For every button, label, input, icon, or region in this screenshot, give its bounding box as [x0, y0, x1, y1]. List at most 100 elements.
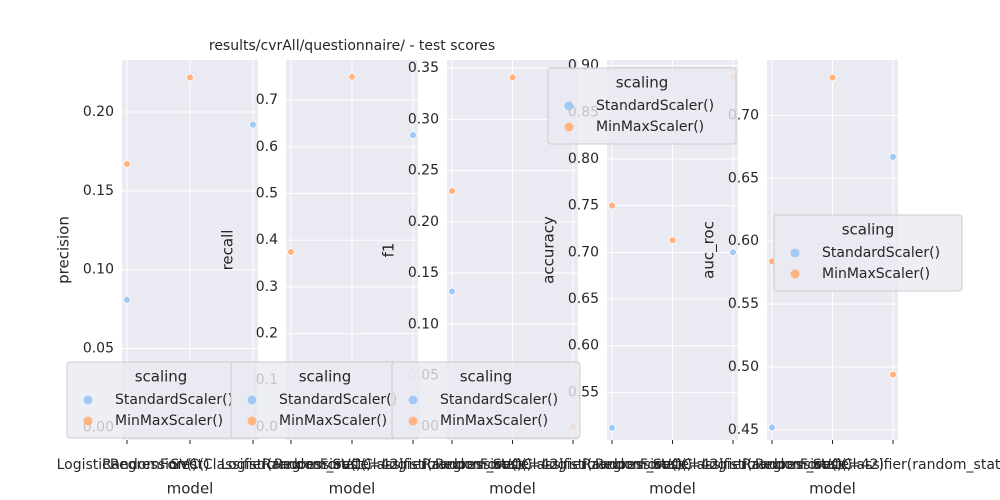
legend-box [391, 361, 581, 439]
x-axis-label: model [489, 480, 536, 498]
y-axis-label: precision [55, 216, 73, 284]
y-tick-label: 0.05 [83, 341, 114, 357]
y-tick-label: 0.65 [728, 170, 759, 186]
y-tick-label: 0.3 [256, 279, 278, 295]
y-tick-label: 0.75 [568, 198, 599, 214]
point [409, 131, 417, 140]
point [729, 248, 737, 257]
legend-label: MinMaxScaler() [440, 413, 548, 429]
y-tick-label: 0.20 [408, 214, 439, 230]
point [768, 423, 776, 432]
x-tick-label: RandomForestClassifier(random_state=42) [422, 457, 724, 473]
legend-marker [247, 395, 257, 405]
y-tick-label: 0.10 [408, 316, 439, 332]
legend-label: StandardScaler() [115, 392, 233, 408]
legend-marker [564, 122, 574, 132]
x-tick-label: LogisticRegression() [57, 457, 198, 473]
y-tick-label: 0.20 [83, 104, 114, 120]
y-tick-label: 0.60 [568, 338, 599, 354]
legend: scaling StandardScaler() MinMaxScaler() [66, 361, 256, 439]
legend-label: StandardScaler() [440, 392, 558, 408]
y-tick-label: 0.25 [408, 163, 439, 179]
x-tick-label: LogisticRegression() [382, 457, 523, 473]
x-tick-label: SVC() [332, 457, 371, 473]
point [889, 370, 897, 379]
point [668, 236, 677, 245]
point [608, 423, 616, 432]
x-tick-label: LogisticRegression() [702, 457, 843, 473]
legend: scaling StandardScaler() MinMaxScaler() [773, 214, 963, 292]
y-tick-label: 0.45 [728, 422, 759, 438]
point [828, 73, 837, 82]
legend-title: scaling [299, 368, 352, 386]
x-tick-label: SVC() [653, 457, 692, 473]
legend-marker [247, 416, 257, 426]
y-axis-label: f1 [380, 243, 398, 258]
point [287, 247, 295, 256]
y-tick-label: 0.15 [408, 265, 439, 281]
point [123, 160, 131, 168]
point [186, 73, 194, 82]
y-axis-label: auc_roc [700, 221, 719, 279]
point [249, 120, 257, 129]
legend: scaling StandardScaler() MinMaxScaler() [391, 361, 581, 439]
x-axis-label: model [649, 480, 696, 498]
legend-title: scaling [842, 221, 895, 239]
y-tick-label: 0.5 [256, 186, 278, 202]
x-axis-label: model [167, 480, 214, 498]
legend-marker [83, 416, 93, 426]
legend: scaling StandardScaler() MinMaxScaler() [547, 67, 737, 145]
y-tick-label: 0.80 [568, 151, 599, 167]
legend-marker [564, 101, 574, 111]
x-tick-label: RandomForestClassifier(random_state=42) [582, 457, 884, 473]
y-axis-label: recall [219, 230, 237, 271]
y-tick-label: 0.7 [256, 92, 278, 108]
y-tick-label: 0.10 [83, 262, 114, 278]
point [448, 287, 456, 296]
point [608, 201, 616, 210]
y-axis-label: accuracy [540, 216, 558, 284]
legend-box [773, 214, 963, 292]
point [508, 73, 517, 82]
legend-title: scaling [135, 368, 188, 386]
point [348, 72, 356, 81]
y-tick-label: 0.35 [408, 60, 439, 76]
y-tick-label: 0.15 [83, 183, 114, 199]
legend-title: scaling [460, 368, 513, 386]
x-tick-label: LogisticRegression() [542, 457, 683, 473]
chart-title: results/cvrAll/questionnaire/ - test sco… [209, 38, 495, 54]
legend-label: StandardScaler() [596, 98, 714, 114]
x-tick-label: RandomForestClassifier(random_state=42) [742, 457, 1000, 473]
legend-label: MinMaxScaler() [596, 119, 704, 135]
legend-label: MinMaxScaler() [115, 413, 223, 429]
legend-marker [408, 416, 418, 426]
y-tick-label: 0.6 [256, 139, 278, 155]
x-axis-label: model [809, 480, 856, 498]
legend-label: MinMaxScaler() [822, 266, 930, 282]
x-tick-label: RandomForestClassifier(random_state=42) [262, 457, 564, 473]
legend-marker [83, 395, 93, 405]
legend-marker [408, 395, 418, 405]
y-tick-label: 0.70 [568, 244, 599, 260]
x-tick-label: SVC() [170, 457, 209, 473]
y-tick-label: 0.60 [728, 233, 759, 249]
point [448, 187, 456, 196]
legend-marker [790, 248, 800, 258]
legend-label: StandardScaler() [822, 245, 940, 261]
x-tick-label: LogisticRegression() [221, 457, 362, 473]
point [123, 295, 131, 304]
y-tick-label: 0.65 [568, 291, 599, 307]
y-tick-label: 0.30 [408, 111, 439, 127]
x-tick-label: SVC() [813, 457, 852, 473]
legend-box [547, 67, 737, 145]
legend: scaling StandardScaler() MinMaxScaler() [230, 361, 420, 439]
y-tick-label: 0.50 [728, 359, 759, 375]
legend-title: scaling [616, 74, 669, 92]
y-tick-label: 0.4 [256, 232, 278, 248]
x-tick-label: RandomForestClassifier(random_state=42) [102, 457, 404, 473]
x-axis-label: model [329, 480, 376, 498]
y-tick-label: 0.55 [728, 296, 759, 312]
point [889, 152, 897, 161]
y-tick-label: 0.2 [256, 326, 278, 342]
